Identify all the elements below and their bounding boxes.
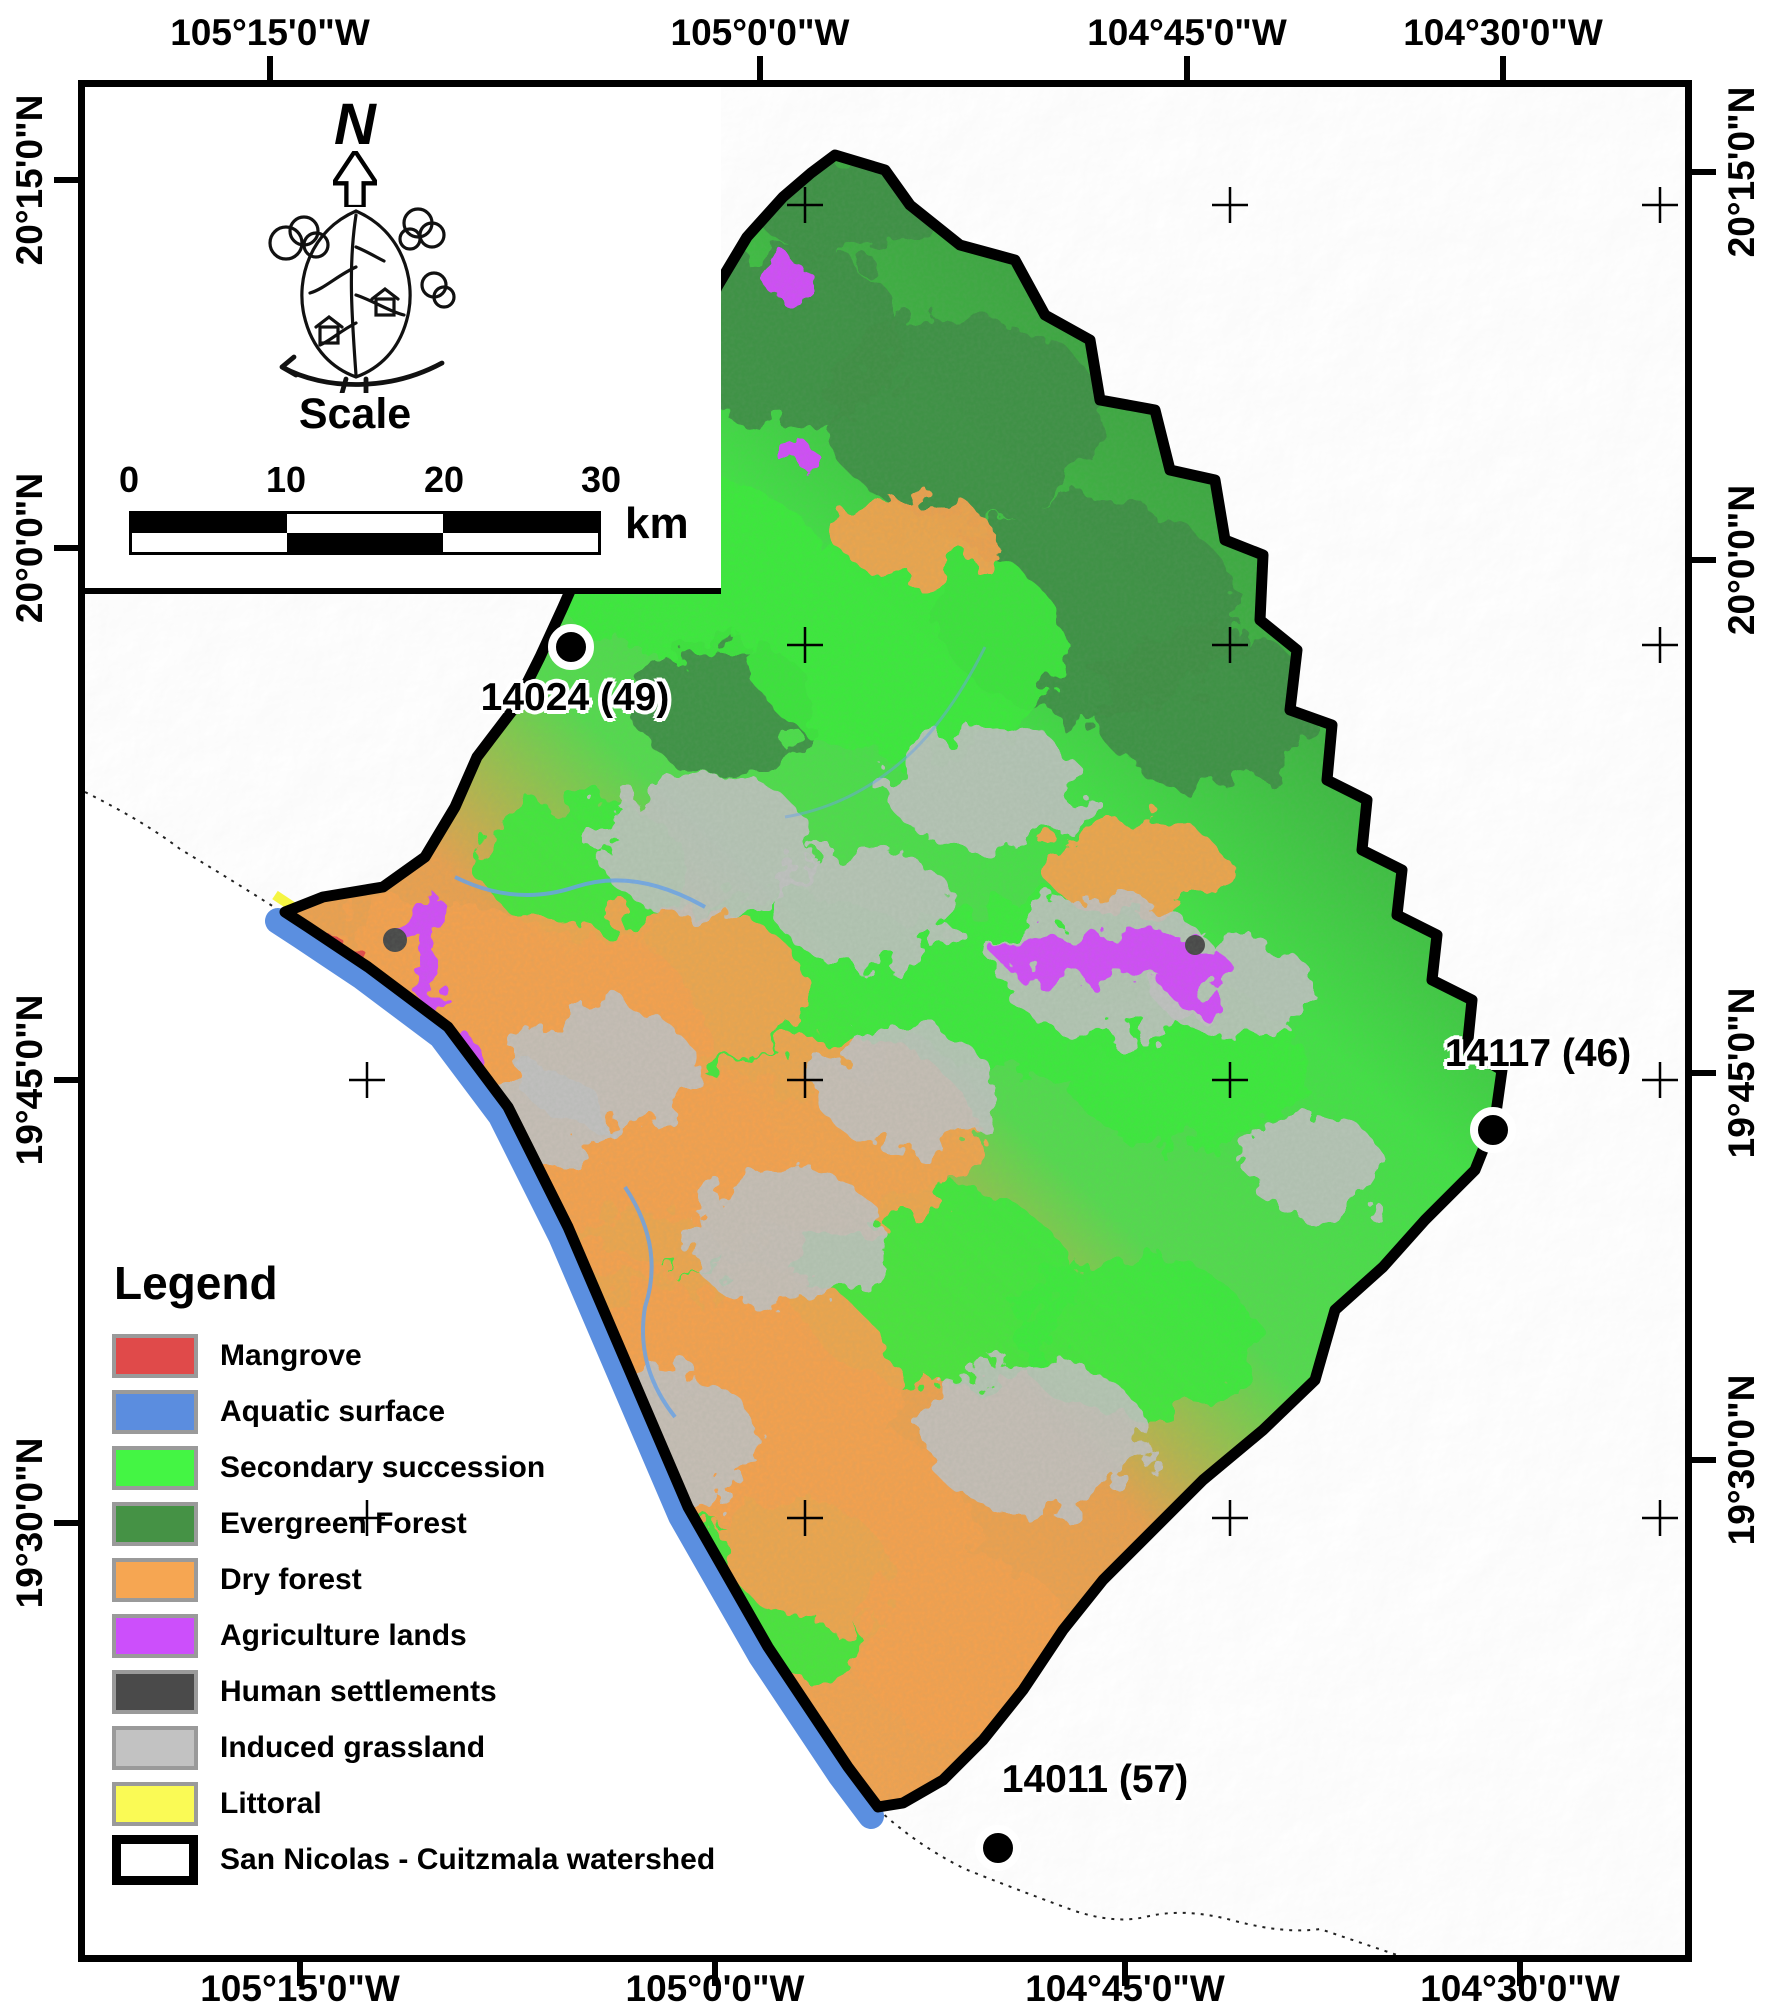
longitude-label-top: 105°0'0"W: [670, 12, 850, 53]
longitude-label-bottom: 104°30'0"W: [1420, 1968, 1620, 2009]
station-marker: [548, 624, 594, 670]
graticule-crosses: [349, 187, 1678, 1536]
scale-bar: [129, 511, 601, 555]
legend-swatch: [112, 1614, 198, 1658]
legend-item-label: Secondary succession: [220, 1451, 546, 1484]
longitude-label-bottom: 104°45'0"W: [1025, 1968, 1225, 2009]
legend-item-label: Dry forest: [220, 1563, 362, 1596]
legend-swatch: [112, 1446, 198, 1490]
coastline-dotted: [85, 791, 1398, 1955]
inset-panel: N Scale 0 10 20 30 km: [85, 87, 721, 594]
station-marker: [1470, 1107, 1516, 1153]
graticule-tick-right: [1690, 169, 1716, 175]
graticule-tick-right: [1690, 557, 1716, 563]
legend-swatch: [112, 1558, 198, 1602]
graticule-tick-left: [54, 1077, 80, 1083]
legend-item: San Nicolas - Cuitzmala watershed: [112, 1832, 715, 1888]
graticule-tick-left: [54, 1520, 80, 1526]
station-label: 14024 (49): [480, 676, 670, 719]
legend-item: Induced grassland: [112, 1720, 672, 1776]
latitude-label-right: 19°45'0"N: [1721, 987, 1762, 1159]
legend-item-label: Agriculture lands: [220, 1619, 467, 1652]
legend-title: Legend: [114, 1257, 278, 1309]
station-label: 14117 (46): [1444, 1032, 1632, 1075]
scale-tick-0: 0: [118, 459, 140, 500]
longitude-label-bottom: 105°15'0"W: [200, 1968, 400, 2009]
latitude-label-right: 20°0'0"N: [1721, 484, 1762, 636]
legend-item: Agriculture lands: [112, 1608, 672, 1664]
legend-item-label: Induced grassland: [220, 1731, 486, 1764]
latitude-label-right: 20°15'0"N: [1721, 86, 1762, 258]
latitude-label-left: 20°0'0"N: [9, 472, 50, 624]
station-marker: [975, 1825, 1021, 1871]
scale-tick-20: 20: [423, 459, 465, 500]
graticule-tick-right: [1690, 1070, 1716, 1076]
graticule-tick-top: [757, 56, 763, 82]
longitude-label-top: 104°30'0"W: [1403, 12, 1603, 53]
scale-unit: km: [625, 499, 689, 548]
legend-item-label: San Nicolas - Cuitzmala watershed: [220, 1843, 716, 1876]
graticule-tick-top: [1500, 56, 1506, 82]
longitude-label-top: 104°45'0"W: [1087, 12, 1287, 53]
coast-water-band: [265, 908, 884, 1829]
latitude-label-left: 19°45'0"N: [9, 994, 50, 1166]
graticule-tick-bottom: [1517, 1960, 1523, 1986]
longitude-label-bottom: 105°0'0"W: [625, 1968, 805, 2009]
legend-item: Evergreen Forest: [112, 1496, 672, 1552]
watershed-boundary: [279, 149, 1508, 1813]
graticule-tick-bottom: [297, 1960, 303, 1986]
scale-tick-10: 10: [265, 459, 307, 500]
legend-swatch: [112, 1782, 198, 1826]
sea-area: [85, 791, 1398, 1955]
legend-swatch: [112, 1670, 198, 1714]
legend-swatch: [112, 1334, 198, 1378]
legend-item-label: Littoral: [220, 1787, 322, 1820]
graticule-tick-left: [54, 177, 80, 183]
station-label: 14011 (57): [1001, 1758, 1189, 1801]
legend-swatch: [112, 1835, 198, 1885]
longitude-label-top: 105°15'0"W: [170, 12, 370, 53]
legend-swatch: [112, 1390, 198, 1434]
legend-item: Dry forest: [112, 1552, 672, 1608]
legend-item: Human settlements: [112, 1664, 672, 1720]
scale-tick-30: 30: [580, 459, 622, 500]
legend-swatch: [112, 1502, 198, 1546]
graticule-tick-right: [1690, 1457, 1716, 1463]
latitude-label-right: 19°30'0"N: [1721, 1374, 1762, 1546]
legend-item-label: Aquatic surface: [220, 1395, 446, 1428]
latitude-label-left: 19°30'0"N: [9, 1437, 50, 1609]
legend-item: Littoral: [112, 1776, 672, 1832]
legend-item-label: Evergreen Forest: [220, 1507, 467, 1540]
legend-item-label: Human settlements: [220, 1675, 497, 1708]
legend-item: Aquatic surface: [112, 1384, 672, 1440]
north-label: N: [334, 92, 376, 157]
latitude-label-left: 20°15'0"N: [9, 94, 50, 266]
scale-title: Scale: [298, 390, 412, 438]
legend: Legend Mangrove Aquatic surface Secondary …: [112, 1256, 715, 1888]
legend-item-label: Mangrove: [220, 1339, 362, 1372]
graticule-tick-top: [267, 56, 273, 82]
north-arrow-illustration: [268, 207, 456, 393]
graticule-tick-bottom: [712, 1960, 718, 1986]
legend-item: Secondary succession: [112, 1440, 672, 1496]
legend-swatch: [112, 1726, 198, 1770]
graticule-tick-left: [54, 545, 80, 551]
north-arrow-icon: [333, 151, 377, 207]
legend-item: Mangrove: [112, 1328, 672, 1384]
graticule-tick-top: [1184, 56, 1190, 82]
graticule-tick-bottom: [1122, 1960, 1128, 1986]
